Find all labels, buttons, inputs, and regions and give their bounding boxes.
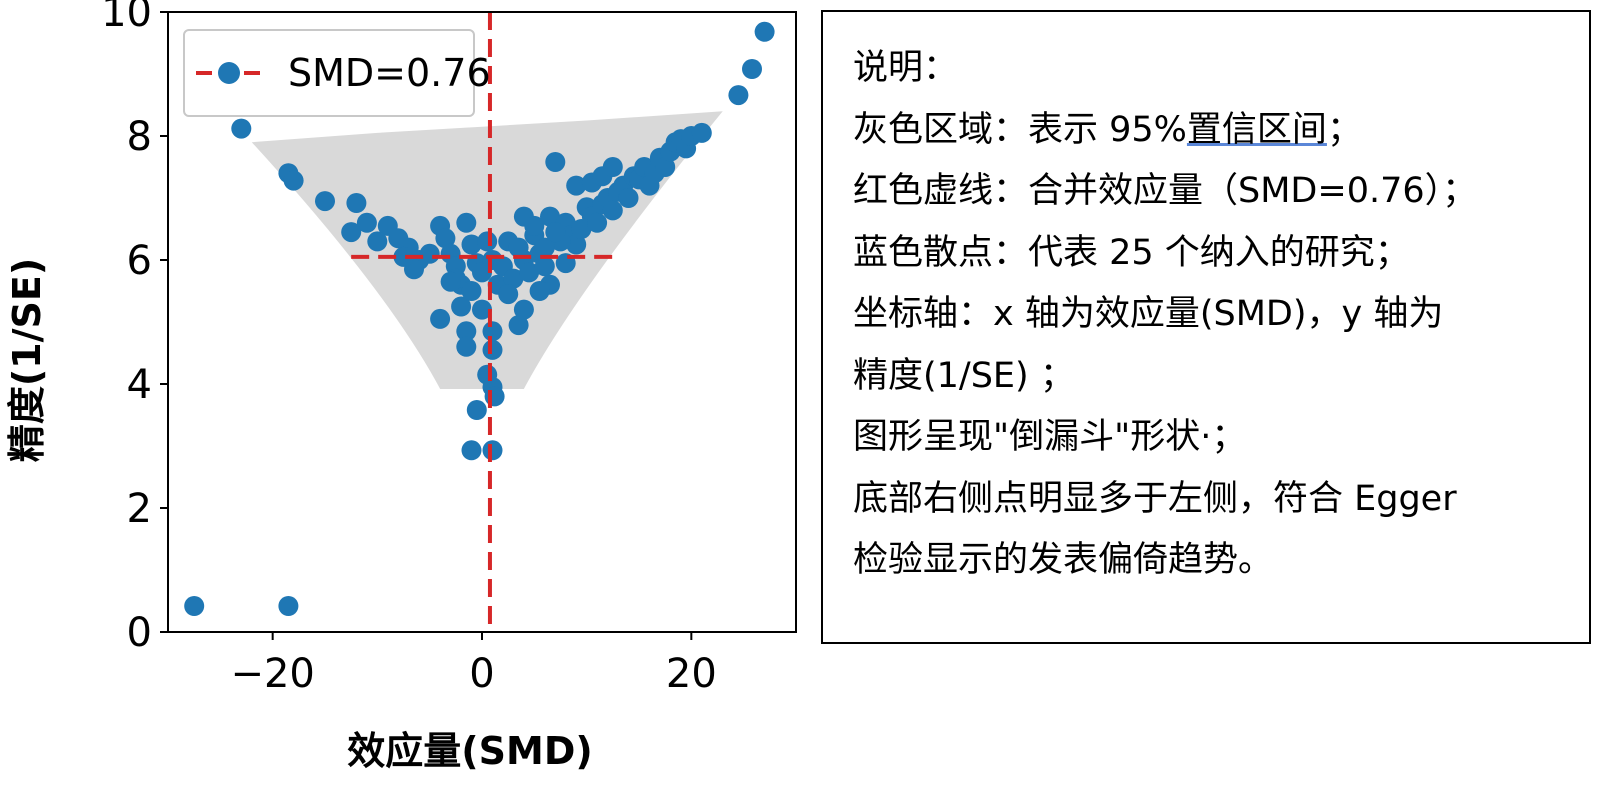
study-point xyxy=(618,188,639,208)
note-bias-1-text: 底部右侧点明显多于左侧，符合 Egger xyxy=(853,478,1457,519)
study-point xyxy=(482,440,503,461)
note-axes-1-text: 坐标轴：x 轴为效应量(SMD)，y 轴为 xyxy=(853,294,1444,334)
study-point xyxy=(456,212,477,233)
note-shape: 图形呈现"倒漏斗"形状·； xyxy=(853,407,1583,469)
study-point xyxy=(482,321,503,342)
study-point xyxy=(461,234,482,255)
explanation-text: 说明： 灰色区域：表示 95%置信区间； 红色虚线：合并效应量（SMD=0.76）；… xyxy=(853,38,1583,592)
y-axis-label: 精度(1/SE) xyxy=(5,258,49,462)
study-point xyxy=(534,237,555,258)
study-point xyxy=(602,200,623,221)
funnel-plot: −20 0 20 0 2 4 6 8 10 SMD=0.76 效应量(SMD) 精度(1/SE) xyxy=(5,0,797,773)
study-point xyxy=(461,440,482,461)
x-tick-label: 20 xyxy=(666,651,717,697)
note-gray-region-text: 置信区间 xyxy=(1186,109,1327,150)
study-point xyxy=(451,296,472,317)
study-point xyxy=(498,284,519,305)
x-axis-label: 效应量(SMD) xyxy=(347,729,592,773)
study-point xyxy=(545,152,566,172)
note-bias-2-text: 检验显示的发表偏倚趋势。 xyxy=(853,540,1274,580)
study-point xyxy=(655,157,676,177)
study-point xyxy=(278,596,299,616)
study-point xyxy=(524,215,545,236)
legend-label: SMD=0.76 xyxy=(288,51,491,95)
note-bias-1: 底部右侧点明显多于左侧，符合 Egger xyxy=(853,469,1583,531)
study-point xyxy=(519,262,540,283)
study-point xyxy=(503,268,524,289)
study-point xyxy=(540,206,560,227)
y-tick-label: 6 xyxy=(127,238,152,284)
study-point xyxy=(477,231,498,252)
note-blue-points-text: 蓝色散点：代表 25 个纳入的研究； xyxy=(853,232,1410,273)
x-tick-label: −20 xyxy=(230,651,314,697)
study-point xyxy=(754,21,775,42)
study-point xyxy=(742,59,762,79)
study-point xyxy=(419,243,440,264)
study-point xyxy=(393,246,414,267)
study-point xyxy=(484,386,505,407)
y-tick-label: 4 xyxy=(127,362,152,408)
note-gray-region-text: ； xyxy=(1326,109,1362,150)
note-gray-region-text: 灰色区域：表示 95% xyxy=(853,109,1187,150)
note-title-text: 说明： xyxy=(853,48,959,88)
study-point xyxy=(472,299,492,320)
study-point xyxy=(513,299,534,320)
legend-box xyxy=(183,29,475,117)
legend-marker-sample xyxy=(218,62,240,84)
study-point xyxy=(602,157,623,177)
study-point xyxy=(566,234,587,255)
note-axes-1: 坐标轴：x 轴为效应量(SMD)，y 轴为 xyxy=(853,284,1583,346)
pooled-effect-lines xyxy=(351,12,619,632)
study-point xyxy=(466,400,487,420)
study-point xyxy=(440,271,461,292)
y-tick-label: 2 xyxy=(127,486,152,532)
study-point xyxy=(184,596,205,616)
study-points-layer xyxy=(184,21,775,616)
axis-ticks: −20 0 20 0 2 4 6 8 10 xyxy=(101,0,717,697)
note-shape-text: 图形呈现"倒漏斗"形状·； xyxy=(853,417,1247,457)
note-title: 说明： xyxy=(853,38,1583,100)
study-point xyxy=(728,85,749,106)
study-point xyxy=(456,336,477,357)
note-gray-region: 灰色区域：表示 95%置信区间； xyxy=(853,100,1583,162)
study-point xyxy=(430,308,451,329)
study-point xyxy=(367,231,388,252)
study-point xyxy=(508,315,529,336)
study-point xyxy=(587,212,608,233)
y-tick-label: 0 xyxy=(127,610,152,656)
study-point xyxy=(482,339,503,360)
study-point xyxy=(341,222,362,243)
y-tick-label: 10 xyxy=(101,0,152,36)
note-axes-2-text: 精度(1/SE) ； xyxy=(853,355,1075,396)
study-point xyxy=(346,193,367,213)
study-point xyxy=(435,228,456,249)
study-point xyxy=(231,118,252,139)
study-point xyxy=(545,222,566,243)
note-blue-points: 蓝色散点：代表 25 个纳入的研究； xyxy=(853,223,1583,285)
y-tick-label: 8 xyxy=(127,114,152,160)
study-point xyxy=(456,321,477,342)
study-point xyxy=(566,175,587,196)
legend: SMD=0.76 xyxy=(183,29,491,117)
note-red-line-text: 红色虚线：合并效应量（SMD=0.76）； xyxy=(853,171,1478,211)
study-point xyxy=(534,256,555,277)
study-point xyxy=(529,281,550,301)
study-point xyxy=(315,191,335,212)
note-red-line: 红色虚线：合并效应量（SMD=0.76）； xyxy=(853,161,1583,223)
explanation-box: 说明： 灰色区域：表示 95%置信区间； 红色虚线：合并效应量（SMD=0.76）；… xyxy=(821,10,1591,644)
study-point xyxy=(691,122,712,143)
note-bias-2: 检验显示的发表偏倚趋势。 xyxy=(853,530,1583,592)
study-point xyxy=(461,281,482,301)
study-point xyxy=(356,212,377,233)
study-point xyxy=(283,170,304,191)
note-axes-2: 精度(1/SE) ； xyxy=(853,346,1583,408)
x-tick-label: 0 xyxy=(469,651,494,697)
